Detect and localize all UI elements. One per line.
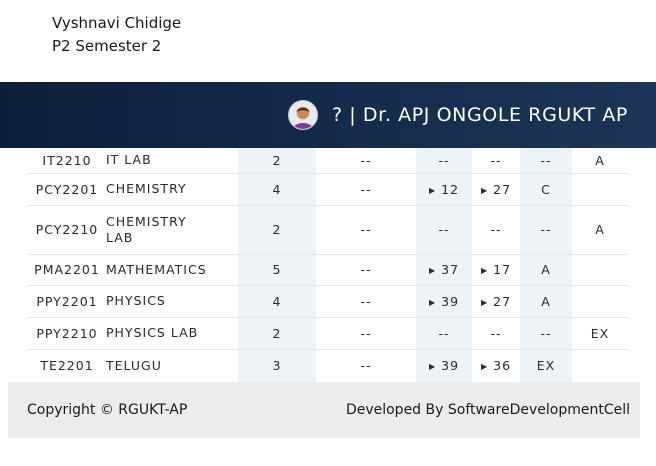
course-credits: 2 xyxy=(238,317,316,350)
caret-right-icon: ▶ xyxy=(480,297,489,307)
cell-col6: -- xyxy=(472,317,520,350)
course-code: PPY2210 xyxy=(28,317,106,350)
cell-col8 xyxy=(572,173,628,206)
cell-col5: -- xyxy=(416,148,472,174)
cell-value: 27 xyxy=(493,293,512,309)
caret-right-icon: ▶ xyxy=(480,185,489,195)
cell-col6: -- xyxy=(472,148,520,174)
copyright-text: Copyright © RGUKT-AP xyxy=(27,402,188,418)
header-title: ? | Dr. APJ ONGOLE RGUKT AP xyxy=(332,104,628,126)
course-credits: 3 xyxy=(238,349,316,382)
course-name: PHYSICS xyxy=(106,285,238,318)
course-name: TELUGU xyxy=(106,349,238,382)
cell-col5: -- xyxy=(416,317,472,350)
cell-col6: ▶ 27 xyxy=(472,173,520,206)
footer: Copyright © RGUKT-AP Developed By Softwa… xyxy=(8,382,640,438)
cell-col8: A xyxy=(572,148,628,174)
user-avatar-icon[interactable] xyxy=(287,100,318,130)
table-row: IT2210 IT LAB 2 -- -- -- -- A xyxy=(28,148,628,174)
cell-col7: -- xyxy=(520,317,572,350)
course-credits: 4 xyxy=(238,285,316,318)
course-name: IT LAB xyxy=(106,148,238,174)
course-name: CHEMISTRY LAB xyxy=(106,205,238,255)
table-row: PCY2210 CHEMISTRY LAB 2 -- -- -- -- A xyxy=(28,205,628,255)
course-credits: 2 xyxy=(238,148,316,174)
student-info: Vyshnavi Chidige P2 Semester 2 xyxy=(52,12,181,58)
cell-col4: -- xyxy=(316,285,416,318)
cell-col4: -- xyxy=(316,254,416,286)
cell-col4: -- xyxy=(316,148,416,174)
cell-col7: -- xyxy=(520,205,572,255)
cell-value: 27 xyxy=(493,181,512,197)
header-question: ? xyxy=(331,104,343,126)
cell-col4: -- xyxy=(316,317,416,350)
cell-col5: ▶ 12 xyxy=(416,173,472,206)
header-separator: | xyxy=(349,104,357,126)
course-code: TE2201 xyxy=(28,349,106,382)
cell-col7: EX xyxy=(520,349,572,382)
table-row: TE2201 TELUGU 3 -- ▶ 39 ▶ 36 EX xyxy=(28,349,628,382)
table-row: PMA2201 MATHEMATICS 5 -- ▶ 37 ▶ 17 A xyxy=(28,254,628,286)
cell-col6: ▶ 36 xyxy=(472,349,520,382)
cell-value: 17 xyxy=(493,262,512,277)
cell-value: 39 xyxy=(441,358,460,373)
cell-col8 xyxy=(572,349,628,382)
cell-col5: ▶ 39 xyxy=(416,349,472,382)
student-name: Vyshnavi Chidige xyxy=(52,14,182,32)
cell-col7: A xyxy=(520,285,572,318)
course-name: PHYSICS LAB xyxy=(106,317,238,350)
header-user-area: ? | Dr. APJ ONGOLE RGUKT AP xyxy=(287,82,628,148)
cell-col5: -- xyxy=(416,205,472,255)
course-name: CHEMISTRY xyxy=(106,173,238,206)
course-credits: 5 xyxy=(238,254,316,286)
cell-col4: -- xyxy=(316,349,416,382)
cell-col6: ▶ 27 xyxy=(472,285,520,318)
course-code: IT2210 xyxy=(28,148,106,174)
course-code: PCY2210 xyxy=(28,205,106,255)
caret-right-icon: ▶ xyxy=(428,266,437,275)
cell-col6: ▶ 17 xyxy=(472,254,520,286)
semester-label: P2 Semester 2 xyxy=(52,37,162,55)
course-code: PCY2201 xyxy=(28,173,106,206)
developer-credit: Developed By SoftwareDevelopmentCell xyxy=(345,402,630,418)
table-row: PPY2201 PHYSICS 4 -- ▶ 39 ▶ 27 A xyxy=(28,285,628,318)
table-row: PPY2210 PHYSICS LAB 2 -- -- -- -- EX xyxy=(28,317,628,350)
cell-col8: A xyxy=(572,205,628,255)
cell-value: 36 xyxy=(493,358,512,373)
caret-right-icon: ▶ xyxy=(428,362,437,371)
cell-col7: C xyxy=(520,173,572,206)
cell-col7: -- xyxy=(520,148,572,174)
course-code: PMA2201 xyxy=(28,254,106,286)
cell-value: 39 xyxy=(441,293,460,309)
cell-col4: -- xyxy=(316,205,416,255)
caret-right-icon: ▶ xyxy=(480,266,489,275)
grades-panel: IT2210 IT LAB 2 -- -- -- -- A PCY2201 CH… xyxy=(8,148,640,382)
cell-col5: ▶ 39 xyxy=(416,285,472,318)
caret-right-icon: ▶ xyxy=(428,297,437,307)
cell-col4: -- xyxy=(316,173,416,206)
course-name: MATHEMATICS xyxy=(106,254,238,286)
header-bar: ? | Dr. APJ ONGOLE RGUKT AP xyxy=(0,82,656,148)
cell-value: 37 xyxy=(441,262,460,277)
institute-name: Dr. APJ ONGOLE RGUKT AP xyxy=(362,104,628,126)
cell-value: 12 xyxy=(441,181,460,197)
table-row: PCY2201 CHEMISTRY 4 -- ▶ 12 ▶ 27 C xyxy=(28,173,628,206)
grades-table: IT2210 IT LAB 2 -- -- -- -- A PCY2201 CH… xyxy=(28,148,628,382)
cell-col7: A xyxy=(520,254,572,286)
cell-col8: EX xyxy=(572,317,628,350)
cell-col8 xyxy=(572,254,628,286)
cell-col6: -- xyxy=(472,205,520,255)
caret-right-icon: ▶ xyxy=(428,185,437,195)
course-code: PPY2201 xyxy=(28,285,106,318)
cell-col5: ▶ 37 xyxy=(416,254,472,286)
cell-col8 xyxy=(572,285,628,318)
caret-right-icon: ▶ xyxy=(480,362,489,371)
course-credits: 2 xyxy=(238,205,316,255)
course-credits: 4 xyxy=(238,173,316,206)
